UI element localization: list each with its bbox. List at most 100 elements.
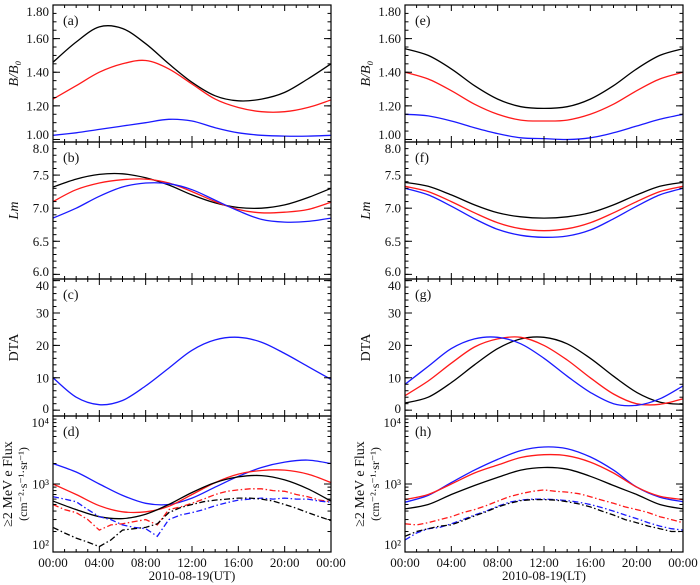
panel-label: (d)	[63, 425, 80, 440]
plot-frame	[52, 415, 332, 553]
series-line-red	[53, 178, 331, 214]
y-tick-label: 10	[36, 370, 49, 385]
y-tick-label: 1.60	[26, 31, 49, 46]
y-tick-label: 7.0	[33, 201, 49, 216]
y-tick-label: 1.00	[378, 127, 401, 142]
y-tick-label: 6.0	[385, 264, 401, 279]
y-tick-label: 7.0	[385, 201, 401, 216]
x-tick-label: 20:00	[622, 555, 652, 570]
series-line-blue-model	[53, 459, 331, 506]
series-line-red-observed	[405, 489, 683, 526]
y-tick-label: 7.5	[33, 168, 49, 183]
y-tick-label: 6.5	[33, 234, 49, 249]
y-tick-label: 10	[388, 370, 401, 385]
y-axis-title: DTA	[7, 333, 22, 362]
y-axis-title: B/B₀	[7, 60, 22, 86]
y-tick-label: 0	[43, 401, 50, 416]
series-line-blue	[405, 187, 683, 238]
y-axis-title: DTA	[359, 333, 374, 362]
y-tick-label: 10²	[32, 537, 49, 552]
series-line-red-observed	[53, 488, 331, 531]
y-tick-label: 1.40	[26, 65, 49, 80]
x-axis-label-right: 2010-08-19(LT)	[502, 568, 586, 583]
plot-frame	[52, 141, 332, 280]
series-line-blue	[405, 113, 683, 141]
y-axis-units: (cm⁻²·s⁻¹·sr⁻¹)	[368, 447, 382, 521]
y-tick-label: 10⁴	[383, 415, 401, 430]
series-line-red	[405, 185, 683, 232]
series-line-black-observed	[53, 497, 331, 548]
panel-label: (h)	[415, 425, 432, 440]
series-line-black	[405, 181, 683, 219]
x-tick-label: 16:00	[576, 555, 606, 570]
y-tick-label: 0	[395, 401, 402, 416]
y-tick-label: 6.5	[385, 234, 401, 249]
series-line-red	[405, 71, 683, 122]
series-line-black	[53, 25, 331, 102]
panel-b: 6.0 6.5 7.0 7.5 8.0 (b) Lm	[7, 141, 332, 280]
panel-e: 1.00 1.20 1.40 1.60 1.80 (e) B/B₀	[359, 4, 684, 143]
x-tick-label: 00:00	[390, 555, 420, 570]
x-tick-label: 04:00	[85, 555, 115, 570]
series-line-red	[405, 336, 683, 406]
plot-frame	[404, 141, 684, 280]
series-line-red-model	[405, 453, 683, 501]
panel-label: (c)	[63, 288, 79, 303]
y-tick-label: 1.00	[26, 127, 49, 142]
x-tick-label: 00:00	[38, 555, 68, 570]
y-axis-title: B/B₀	[359, 60, 374, 86]
y-tick-label: 10²	[384, 537, 401, 552]
x-tick-label: 00:00	[668, 555, 698, 570]
series-line-black-observed	[405, 498, 683, 537]
panel-h: 10² 10³ 10⁴ (h) ≥2 MeV e Flux (cm⁻²·s⁻¹·sr⁻¹)…	[353, 415, 698, 570]
series-line-red	[53, 59, 331, 113]
panel-label: (e)	[415, 14, 431, 29]
plot-frame	[404, 415, 684, 553]
y-tick-label: 8.0	[385, 141, 401, 156]
y-axis-title: ≥2 MeV e Flux	[353, 441, 368, 527]
y-axis-units: (cm⁻²·s⁻¹·sr⁻¹)	[16, 447, 30, 521]
y-tick-label: 1.20	[378, 98, 401, 113]
y-tick-label: 30	[388, 306, 401, 321]
y-tick-label: 10⁴	[31, 415, 49, 430]
series-line-black	[53, 172, 331, 210]
y-tick-label: 40	[36, 278, 49, 293]
y-tick-label: 40	[388, 278, 401, 293]
plot-frame	[52, 278, 332, 417]
y-tick-label: 6.0	[33, 264, 49, 279]
y-tick-label: 1.80	[26, 4, 49, 19]
series-line-blue	[405, 336, 683, 407]
panel-label: (a)	[63, 14, 79, 29]
x-tick-label: 00:00	[316, 555, 346, 570]
y-tick-label: 1.60	[378, 31, 401, 46]
panel-d: 10² 10³ 10⁴ (d) ≥2 MeV e Flux (cm⁻²·s⁻¹·sr⁻¹)…	[1, 415, 346, 570]
x-tick-label: 04:00	[437, 555, 467, 570]
x-tick-label: 20:00	[270, 555, 300, 570]
y-tick-label: 10³	[32, 477, 49, 492]
y-tick-label: 10³	[384, 477, 401, 492]
y-tick-label: 20	[388, 338, 401, 353]
series-line-blue	[53, 182, 331, 223]
x-tick-label: 12:00	[177, 555, 207, 570]
series-line-black	[405, 336, 683, 405]
panel-label: (f)	[415, 151, 429, 166]
series-line-blue-observed	[53, 496, 331, 538]
y-tick-label: 30	[36, 306, 49, 321]
series-line-blue	[53, 118, 331, 137]
y-tick-label: 1.20	[26, 98, 49, 113]
x-tick-label: 08:00	[483, 555, 513, 570]
panel-c: 0 10 20 30 40 (c) DTA	[7, 278, 332, 417]
y-axis-title: ≥2 MeV e Flux	[1, 441, 16, 527]
y-tick-label: 7.5	[385, 168, 401, 183]
y-axis-title: Lm	[7, 202, 22, 221]
x-tick-label: 12:00	[529, 555, 559, 570]
x-tick-label: 16:00	[224, 555, 254, 570]
x-axis-label-left: 2010-08-19(UT)	[149, 568, 236, 583]
panel-label: (g)	[415, 288, 432, 303]
panel-label: (b)	[63, 151, 80, 166]
series-line-red-model	[53, 469, 331, 514]
y-tick-label: 8.0	[33, 141, 49, 156]
series-line-blue	[53, 336, 331, 406]
series-line-blue-observed	[405, 498, 683, 541]
